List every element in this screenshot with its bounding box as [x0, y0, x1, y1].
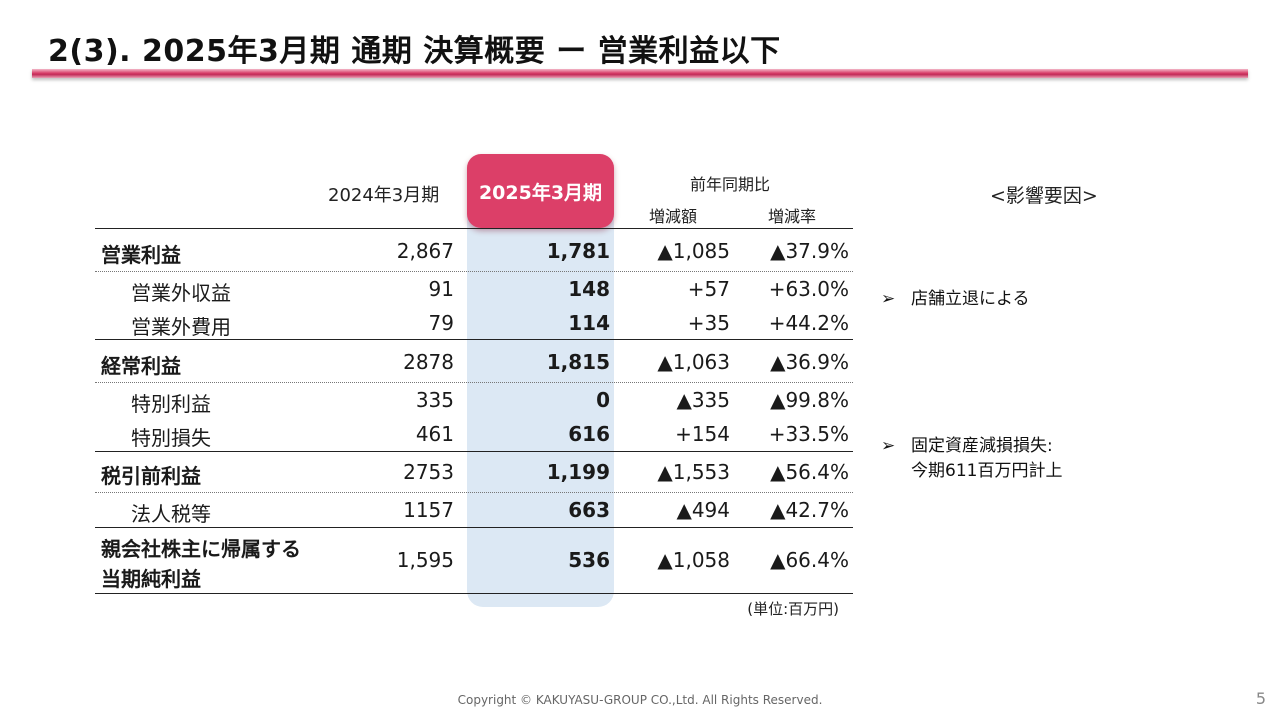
row-label-line2: 当期純利益: [101, 567, 201, 591]
cell-change-amount: ▲1,085: [657, 239, 730, 263]
factor-item: ➢ 固定資産減損損失: 今期611百万円計上: [881, 431, 1062, 481]
table-rule: [95, 451, 853, 452]
cell-fy2024: 79: [428, 311, 454, 335]
table-rule: [95, 228, 853, 229]
cell-change-amount: ▲494: [676, 498, 730, 522]
table-rule: [95, 527, 853, 528]
cell-fy2025: 663: [568, 498, 610, 522]
title-underline-bar: [32, 69, 1248, 78]
cell-change-rate: +63.0%: [768, 277, 849, 301]
cell-fy2024: 1,595: [396, 548, 454, 572]
cell-fy2025: 148: [568, 277, 610, 301]
table-rule: [95, 492, 853, 493]
cell-fy2025: 1,815: [546, 350, 610, 374]
cell-fy2024: 2753: [403, 460, 454, 484]
cell-change-rate: +33.5%: [768, 422, 849, 446]
cell-change-rate: +44.2%: [768, 311, 849, 335]
table-rule: [95, 593, 853, 594]
cell-change-rate: ▲66.4%: [770, 548, 849, 572]
cell-change-rate: ▲36.9%: [770, 350, 849, 374]
table-rule: [95, 382, 853, 383]
cell-change-rate: ▲42.7%: [770, 498, 849, 522]
table-rule: [95, 271, 853, 272]
header-fy2024: 2024年3月期: [328, 185, 440, 206]
arrow-bullet-icon: ➢: [881, 289, 896, 309]
factors-title: <影響要因>: [990, 185, 1098, 207]
row-label: 経常利益: [101, 354, 181, 378]
current-year-highlight-column: [467, 205, 614, 607]
row-label: 営業利益: [101, 243, 181, 267]
header-change-rate: 増減率: [768, 207, 817, 226]
header-change-amount: 増減額: [649, 207, 698, 226]
cell-change-rate: ▲37.9%: [770, 239, 849, 263]
cell-fy2025: 616: [568, 422, 610, 446]
header-yoy: 前年同期比: [690, 175, 771, 194]
cell-change-amount: ▲335: [676, 388, 730, 412]
cell-fy2024: 2878: [403, 350, 454, 374]
factor-item: ➢ 店舗立退による: [881, 284, 1030, 309]
cell-change-amount: ▲1,063: [657, 350, 730, 374]
cell-change-rate: ▲56.4%: [770, 460, 849, 484]
cell-fy2025: 1,199: [546, 460, 610, 484]
cell-change-amount: +57: [687, 277, 730, 301]
cell-fy2024: 91: [428, 277, 454, 301]
row-label-line1: 親会社株主に帰属する: [101, 537, 301, 561]
cell-fy2024: 2,867: [396, 239, 454, 263]
cell-change-rate: ▲99.8%: [770, 388, 849, 412]
cell-change-amount: +35: [687, 311, 730, 335]
unit-note: (単位:百万円): [747, 600, 839, 618]
row-label: 特別損失: [131, 426, 211, 450]
row-label: 法人税等: [131, 502, 211, 526]
page-title: 2(3). 2025年3月期 通期 決算概要 ー 営業利益以下: [48, 34, 781, 69]
cell-fy2024: 335: [415, 388, 454, 412]
factor-text: 店舗立退による: [911, 289, 1030, 309]
factor-text-line2: 今期611百万円計上: [911, 461, 1063, 481]
cell-fy2025: 536: [568, 548, 610, 572]
row-label: 営業外収益: [131, 281, 231, 305]
cell-fy2025: 114: [568, 311, 610, 335]
table-row: 親会社株主に帰属する 当期純利益 1,595 536 ▲1,058 ▲66.4%: [95, 533, 853, 591]
copyright-footer: Copyright © KAKUYASU-GROUP CO.,Ltd. All …: [457, 693, 823, 707]
arrow-bullet-icon: ➢: [881, 436, 896, 456]
cell-fy2025: 0: [596, 388, 610, 412]
cell-change-amount: ▲1,553: [657, 460, 730, 484]
cell-fy2024: 1157: [403, 498, 454, 522]
cell-change-amount: +154: [675, 422, 730, 446]
header-fy2025: 2025年3月期: [467, 154, 614, 228]
factor-text: 固定資産減損損失:: [911, 436, 1053, 456]
cell-fy2025: 1,781: [546, 239, 610, 263]
row-label: 営業外費用: [131, 315, 231, 339]
page-number: 5: [1255, 689, 1266, 708]
row-label: 税引前利益: [101, 464, 201, 488]
cell-change-amount: ▲1,058: [657, 548, 730, 572]
row-label: 特別利益: [131, 392, 211, 416]
table-rule: [95, 339, 853, 340]
cell-fy2024: 461: [415, 422, 454, 446]
